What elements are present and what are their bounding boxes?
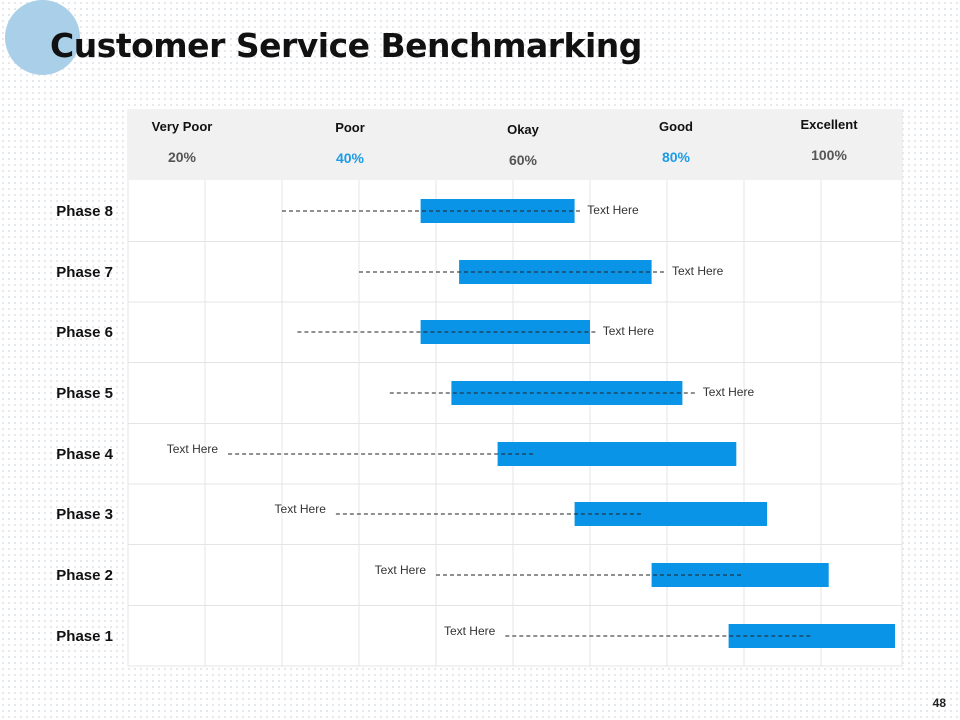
annotation-label: Text Here <box>444 624 496 638</box>
rating-value: 100% <box>811 147 847 163</box>
phase-label: Phase 5 <box>56 385 113 402</box>
rating-label: Good <box>659 119 693 134</box>
rating-value: 20% <box>168 149 197 165</box>
phase-labels: Phase 8 Phase 7 Phase 6 Phase 5 Phase 4 Phase… <box>56 203 113 645</box>
rating-label: Very Poor <box>152 119 213 134</box>
phase-label: Phase 4 <box>56 446 113 463</box>
rating-header-background <box>128 110 902 180</box>
annotation-label: Text Here <box>672 264 724 278</box>
annotation-label: Text Here <box>587 203 639 217</box>
range-bar <box>574 502 768 526</box>
range-bar <box>497 442 737 466</box>
rating-label: Okay <box>507 122 540 137</box>
rating-label: Excellent <box>800 117 858 132</box>
annotation-label: Text Here <box>167 442 219 456</box>
grid-lines <box>128 180 902 666</box>
phase-label: Phase 1 <box>56 628 113 645</box>
decorative-circle <box>5 0 80 75</box>
phase-label: Phase 8 <box>56 203 113 220</box>
annotation-label: Text Here <box>603 324 655 338</box>
rating-value: 60% <box>509 152 538 168</box>
phase-label: Phase 7 <box>56 264 113 281</box>
annotations: Text Here Text Here Text Here Text Here Text… <box>167 203 814 638</box>
rating-label: Poor <box>335 120 365 135</box>
phase-label: Phase 2 <box>56 567 113 584</box>
page-number: 48 <box>932 696 946 710</box>
annotation-label: Text Here <box>703 385 755 399</box>
range-bar <box>420 320 590 344</box>
range-bars <box>420 199 895 648</box>
annotation-label: Text Here <box>375 563 427 577</box>
range-bar <box>728 624 895 648</box>
rating-value: 40% <box>336 150 365 166</box>
phase-label: Phase 6 <box>56 324 113 341</box>
rating-value: 80% <box>662 149 691 165</box>
phase-label: Phase 3 <box>56 506 113 523</box>
annotation-label: Text Here <box>275 502 327 516</box>
page-title: Customer Service Benchmarking <box>50 26 642 65</box>
rating-scale-header: Very Poor 20% Poor 40% Okay 60% Good 80% Excelle… <box>152 117 859 168</box>
